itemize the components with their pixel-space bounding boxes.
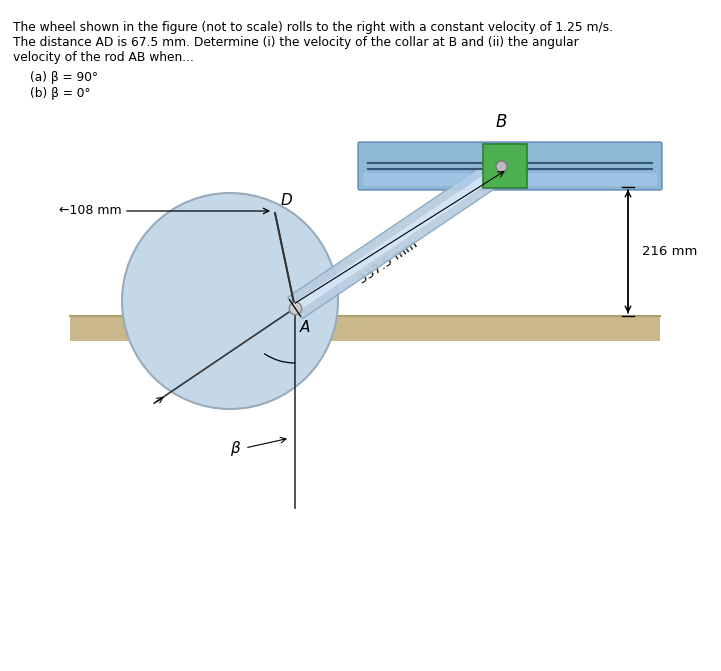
Text: β: β xyxy=(230,440,240,456)
Bar xyxy=(70,316,660,341)
Text: velocity of the rod AB when...: velocity of the rod AB when... xyxy=(13,51,194,64)
Text: B: B xyxy=(495,113,507,131)
Text: 216 mm: 216 mm xyxy=(642,245,697,258)
Text: The distance AD is 67.5 mm. Determine (i) the velocity of the collar at B and (i: The distance AD is 67.5 mm. Determine (i… xyxy=(13,36,579,49)
Polygon shape xyxy=(288,155,513,319)
FancyBboxPatch shape xyxy=(483,144,527,188)
Text: ←108 mm: ←108 mm xyxy=(59,205,122,217)
FancyBboxPatch shape xyxy=(363,173,657,186)
Polygon shape xyxy=(293,162,508,312)
Text: (b) β = 0°: (b) β = 0° xyxy=(30,87,91,100)
Text: D: D xyxy=(281,193,293,208)
Circle shape xyxy=(122,193,338,409)
Text: (a) β = 90°: (a) β = 90° xyxy=(30,71,98,84)
Text: A: A xyxy=(300,320,310,335)
Text: 337.5 mm: 337.5 mm xyxy=(357,238,420,287)
FancyBboxPatch shape xyxy=(358,142,662,190)
Text: The wheel shown in the figure (not to scale) rolls to the right with a constant : The wheel shown in the figure (not to sc… xyxy=(13,21,613,34)
